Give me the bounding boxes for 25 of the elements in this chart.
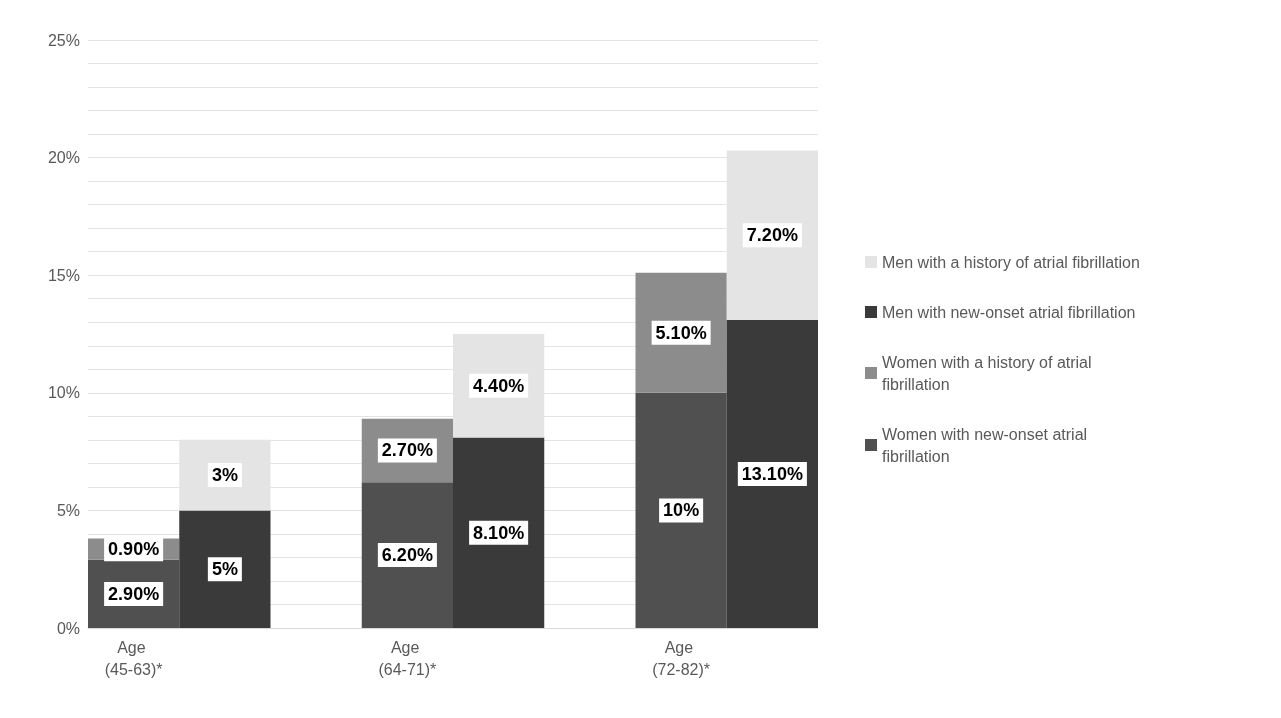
legend-label: Women with a history of atrial fibrillation [882, 353, 1097, 393]
legend-label: Women with new-onset atrial fibrillation [882, 425, 1092, 465]
y-tick-label: 0% [56, 619, 80, 637]
data-label: 4.40% [473, 375, 525, 396]
data-label: 2.70% [381, 440, 433, 461]
y-tick-label: 10% [47, 384, 80, 402]
data-label: 5.10% [655, 322, 707, 343]
y-tick-label: 5% [56, 501, 80, 519]
data-label: 3% [211, 465, 238, 486]
data-label: 0.90% [108, 539, 160, 560]
data-label: 8.10% [473, 522, 525, 543]
y-tick-label: 15% [47, 266, 80, 284]
legend-label: Men with new-onset atrial fibrillation [882, 303, 1136, 321]
x-tick-label: Age (64-71)* [378, 638, 437, 678]
y-tick-label: 25% [47, 31, 80, 49]
data-label: 10% [663, 500, 700, 521]
data-label: 13.10% [741, 463, 803, 484]
legend-label: Men with a history of atrial fibrillation [882, 253, 1140, 271]
data-label: 5% [211, 559, 238, 580]
data-label: 2.90% [108, 583, 160, 604]
data-label: 7.20% [746, 225, 798, 246]
y-tick-label: 20% [47, 149, 80, 167]
data-label: 6.20% [381, 545, 433, 566]
x-tick-label: Age (72-82)* [652, 638, 711, 678]
x-tick-label: Age (45-63)* [104, 638, 163, 678]
